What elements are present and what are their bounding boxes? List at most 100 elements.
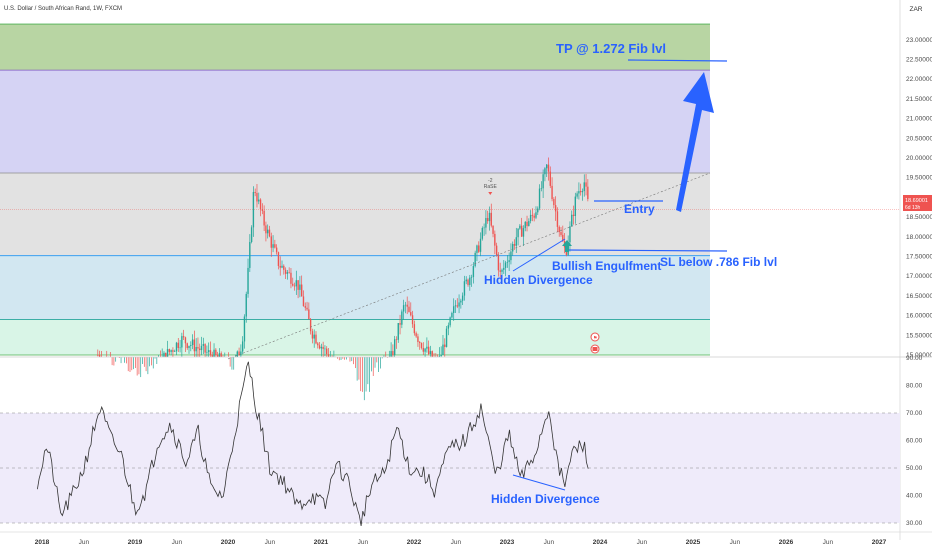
candle-body — [499, 270, 501, 272]
candle-body — [320, 346, 323, 349]
candle-body — [172, 350, 174, 352]
candle-body — [569, 226, 571, 243]
flag-icon-glyph: ⚑ — [593, 336, 597, 342]
candle-body — [302, 296, 305, 307]
candle-body — [274, 244, 276, 248]
tp-label: TP @ 1.272 Fib lvl — [556, 41, 666, 56]
candle-body — [485, 218, 487, 228]
candle-body — [447, 325, 450, 329]
candle-body — [510, 251, 512, 261]
candle-body — [263, 210, 265, 226]
candle-body — [458, 302, 460, 307]
flag-icon — [590, 332, 600, 342]
candle-body — [497, 255, 500, 271]
candle-body — [488, 212, 491, 222]
candle-body — [308, 309, 310, 320]
candle-body — [401, 311, 403, 325]
candle-body — [392, 351, 394, 355]
candle-body — [524, 221, 526, 229]
candle-body — [215, 349, 217, 355]
candle-body — [170, 350, 172, 352]
candle-body — [220, 353, 222, 357]
candle-body — [250, 227, 253, 243]
candle-body — [283, 265, 285, 270]
current-price-badge: 18.69001 6d 13h — [903, 195, 932, 211]
price-tick-label: 17.00000 — [906, 273, 932, 280]
time-tick-label: 2023 — [500, 539, 515, 546]
candle-body — [515, 237, 517, 246]
candle-body — [209, 350, 212, 356]
candle-body — [304, 306, 306, 308]
rsi-tick-label: 80.00 — [906, 383, 923, 390]
candle-body — [402, 305, 405, 312]
candle-body — [533, 215, 535, 218]
chart-title: U.S. Dollar / South African Rand, 1W, FX… — [4, 6, 122, 12]
candle-body — [322, 346, 324, 349]
hidden-divergence-rsi-line — [512, 474, 566, 491]
time-tick-label: Jun — [79, 539, 90, 546]
candle-body — [531, 214, 534, 216]
time-axis: 2018 Jun 2019 Jun 2020 Jun 2021 Jun 2022 Jun 2023 J… — [35, 539, 887, 546]
candle-body — [535, 212, 537, 218]
candle-body — [495, 245, 498, 256]
candle-body — [293, 285, 296, 287]
hidden-divergence-rsi-label: Hidden Divergence — [491, 492, 600, 506]
time-tick-label: Jun — [172, 539, 183, 546]
candle-body — [163, 352, 165, 357]
candle-body — [306, 307, 308, 310]
candle-body — [587, 186, 589, 200]
candle-body — [195, 347, 197, 352]
candle-body — [537, 208, 539, 213]
candle-body — [216, 354, 219, 357]
candle-body — [240, 351, 242, 356]
candle-body — [558, 226, 560, 233]
time-tick-label: 2020 — [221, 539, 236, 546]
candle-body — [204, 344, 206, 353]
candle-body — [292, 283, 294, 286]
candle-body — [206, 351, 208, 353]
candle-body — [556, 211, 559, 227]
candle-body — [460, 300, 462, 303]
candle-body — [574, 196, 577, 216]
candle-body — [297, 280, 299, 290]
candle-body — [520, 225, 523, 237]
candle-body — [259, 199, 262, 210]
candle-body — [506, 261, 509, 263]
time-tick-label: Jun — [358, 539, 369, 546]
candle-body — [179, 347, 181, 349]
candle-body — [408, 306, 410, 313]
time-tick-label: 2025 — [686, 539, 701, 546]
candle-body — [419, 342, 421, 344]
candle-body — [300, 284, 303, 297]
candle-body — [478, 245, 480, 252]
candle-body — [193, 339, 196, 352]
candle-body — [277, 252, 280, 266]
candle-body — [236, 351, 238, 357]
price-tick-label: 21.50000 — [906, 96, 932, 103]
candle-body — [184, 337, 187, 344]
candle-body — [190, 344, 192, 346]
candle-body — [492, 225, 494, 234]
candle-body — [188, 345, 190, 349]
candle-body — [309, 319, 312, 332]
fib-zone-blue — [0, 255, 710, 320]
candle-body — [281, 265, 283, 268]
candle-body — [290, 272, 292, 284]
candle-body — [571, 214, 573, 227]
candle-body — [186, 343, 188, 349]
price-tick-label: 20.00000 — [906, 155, 932, 162]
candle-body — [490, 212, 492, 226]
candle-body — [472, 266, 475, 277]
candle-body — [168, 349, 171, 352]
candle-body — [453, 306, 455, 313]
time-tick-label: Jun — [265, 539, 276, 546]
event-marker-label: -2 RaSE — [484, 178, 498, 190]
candle-body — [284, 269, 287, 274]
candle-body — [469, 277, 471, 285]
candle-body — [546, 164, 548, 169]
time-tick-label: Jun — [451, 539, 462, 546]
candle-body — [406, 304, 408, 307]
candle-body — [213, 349, 215, 357]
fib-retracement-zones — [0, 23, 710, 356]
